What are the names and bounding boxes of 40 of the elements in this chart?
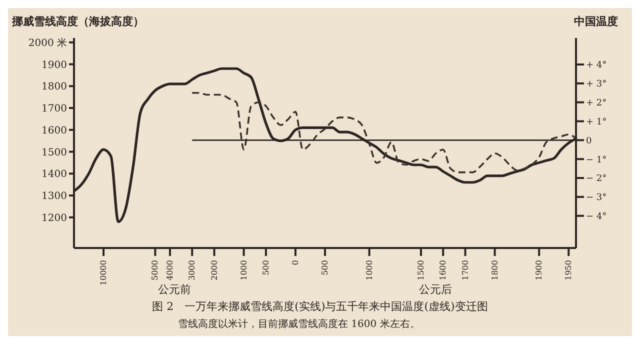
x-tick-label: 1900: [534, 260, 544, 280]
y-tick-label: 1700: [42, 104, 67, 115]
text: 公元后: [418, 282, 452, 297]
y2-tick-label: − 2°: [586, 174, 607, 184]
x-tick-label: 1600: [438, 260, 448, 280]
x-axis-title: 公元前: [158, 282, 191, 297]
x-tick-label: 1950: [564, 260, 574, 280]
x-tick-label: 1800: [490, 260, 500, 280]
y2-tick-label: − 1°: [586, 155, 607, 166]
y-tick-label: 2000 米: [28, 36, 67, 49]
y2-axis-title: 中国温度: [574, 14, 618, 29]
y2-tick-label: 0: [586, 136, 592, 146]
x-tick-label: 5000: [150, 260, 160, 280]
y-tick-label: 1900: [42, 60, 67, 71]
y2-tick-label: − 3°: [586, 193, 607, 204]
x-tick-label: 1700: [460, 260, 470, 280]
x-tick-label: 2000: [210, 260, 219, 280]
x-tick-label: 0: [290, 260, 300, 266]
y-tick-label: 1800: [42, 82, 67, 93]
y-tick-label: 1600: [42, 125, 67, 136]
x-tick-label: 500: [320, 260, 330, 276]
y2-tick-label: + 1°: [586, 117, 607, 128]
x-tick-label: 1500: [416, 260, 426, 280]
y2-tick-label: + 2°: [586, 98, 607, 109]
x-tick-label: 4000: [165, 260, 174, 280]
y2-tick-label: + 3°: [586, 80, 607, 90]
x-tick-label: 500: [261, 260, 270, 276]
text: 雪线高度以米计，目前挪威雪线高度在 1600 米左右。: [178, 318, 420, 331]
x-tick-label: 10000: [99, 260, 108, 286]
y-tick-label: 1400: [42, 169, 67, 180]
y2-tick-label: + 4°: [586, 60, 607, 71]
y-tick-label: 1300: [42, 191, 67, 202]
y2-tick-label: − 4°: [586, 212, 607, 222]
y-tick-label: 1500: [42, 147, 67, 158]
x-tick-label: 1000: [239, 260, 248, 280]
x-tick-label: 1000: [364, 260, 374, 280]
y-tick-label: 1200: [42, 212, 67, 224]
text: 图 2 一万年来挪威雪线高度(实线)与五千年来中国温度(虚线)变迁图: [151, 299, 489, 314]
y-axis-title: 挪威雪线高度（海拔高度）: [12, 14, 144, 29]
x-tick-label: 3000: [188, 260, 197, 280]
